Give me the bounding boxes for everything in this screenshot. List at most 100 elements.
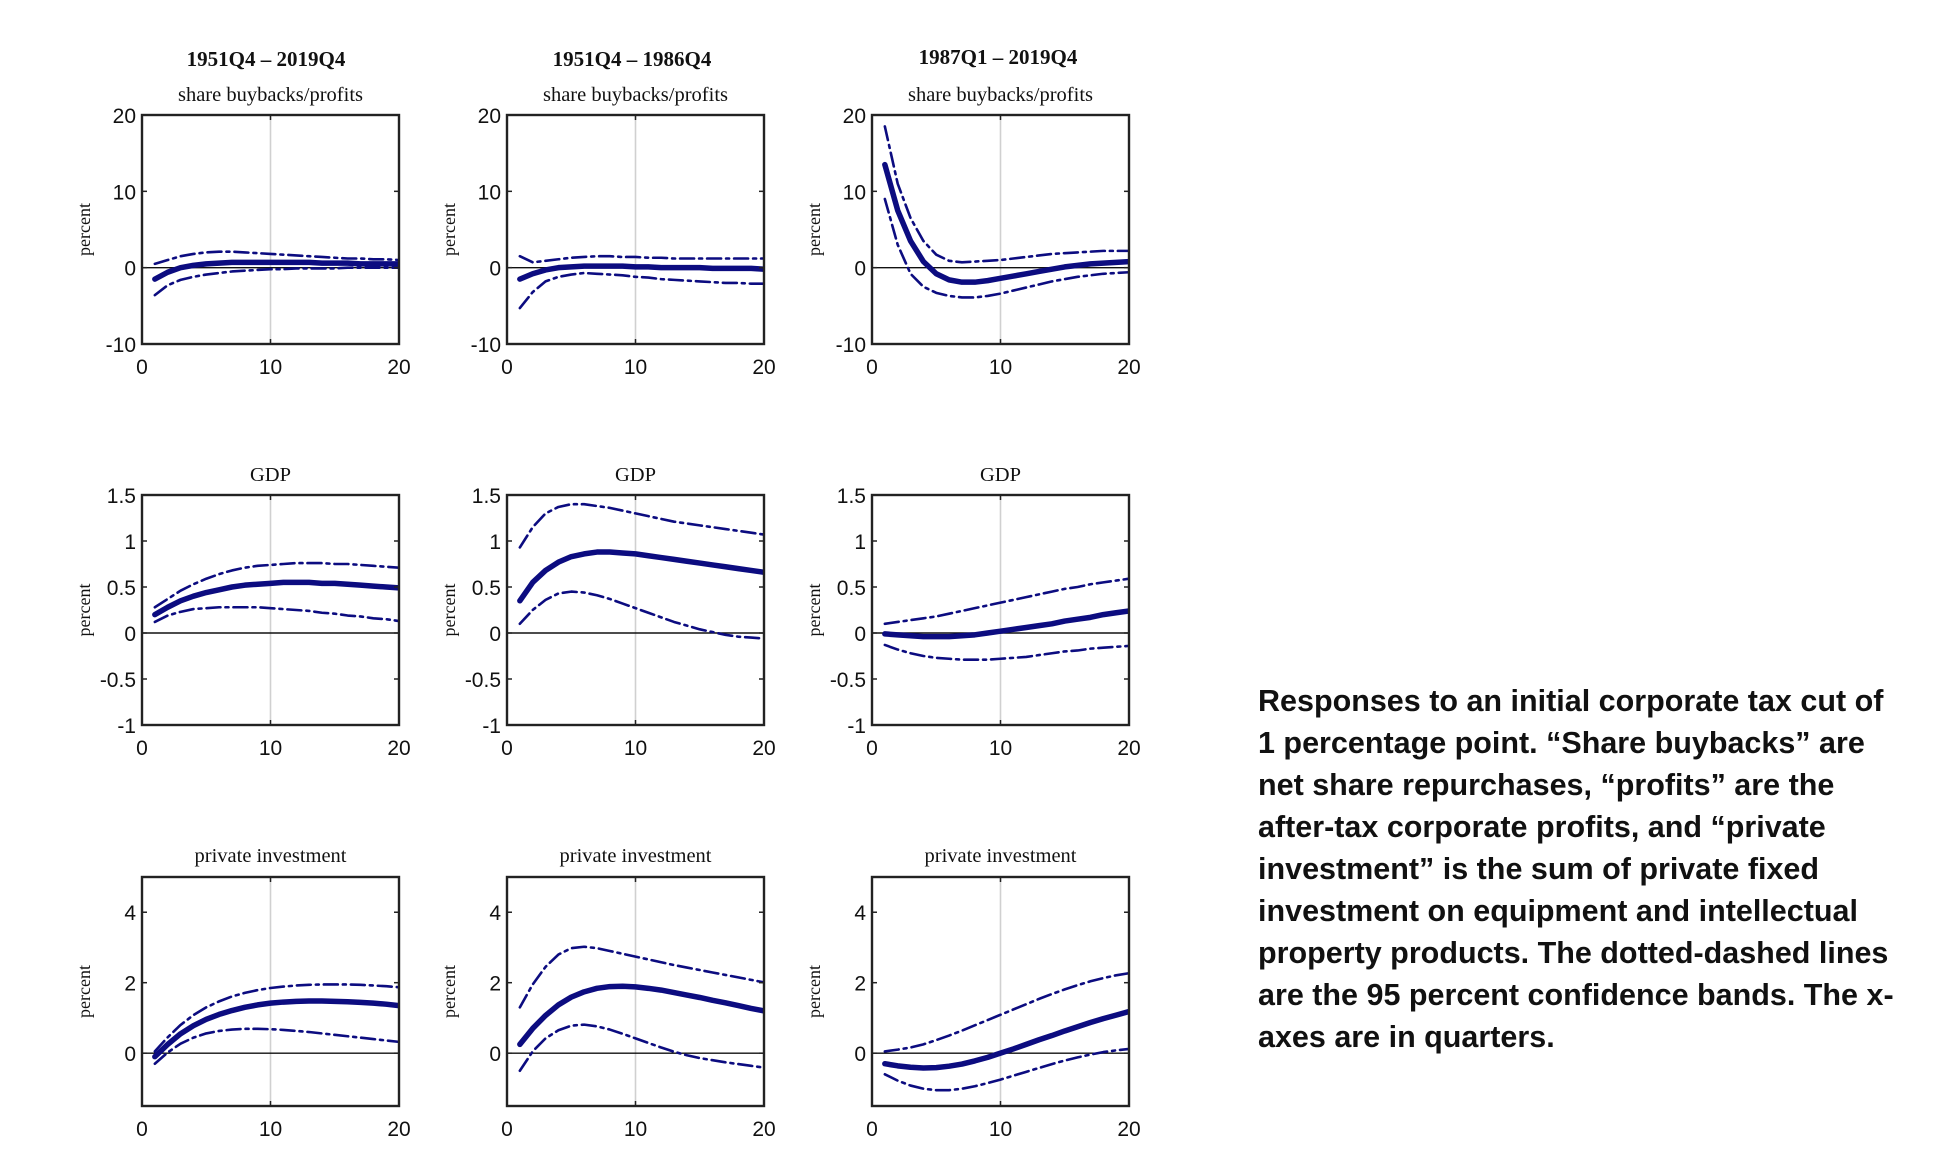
x-tick-label: 10 [624,737,647,760]
y-tick-label: 10 [843,181,866,204]
x-tick-label: 20 [387,1118,410,1141]
y-tick-label: 1 [854,531,866,554]
series-group [517,502,764,640]
y-tick-label: -0.5 [830,669,866,692]
upper-band-line [883,971,1129,1053]
y-tick-label: 1 [489,531,501,554]
x-tick-label: 10 [624,1118,647,1141]
y-axis-label: percent [804,965,824,1018]
y-tick-label: 20 [843,105,866,128]
y-tick-label: 20 [113,105,136,128]
lower-band-line [153,605,399,624]
y-axis-label: percent [74,203,94,256]
series-group [152,561,399,624]
series-group [517,254,764,310]
panel-r2c2: 0 10 20 0 2 4 private investment percent [804,845,1141,1141]
column-header-2: 1951Q4 – 1986Q4 [553,47,712,71]
y-tick-label: 4 [489,902,501,925]
y-tick-label: 0.5 [837,577,866,600]
y-tick-label: 2 [124,973,136,996]
x-tick-label: 10 [989,1118,1012,1141]
y-tick-label: -1 [117,715,136,738]
y-tick-label: 0 [489,1043,501,1066]
panel-r1c2: 0 10 20 -1 -0.5 0 0.5 1 1.5 GDP percent [804,464,1141,760]
panel-r2c1: 0 10 20 0 2 4 private investment percent [439,845,776,1141]
x-tick-label: 20 [1117,356,1140,379]
x-tick-label: 0 [501,356,513,379]
y-tick-label: 0 [124,623,136,646]
y-axis-label: percent [439,965,459,1018]
response-line [517,549,764,604]
y-tick-label: -0.5 [465,669,501,692]
y-tick-label: 0 [854,1043,866,1066]
lower-band-line [883,1047,1129,1092]
response-line [882,1008,1129,1071]
panel-title: GDP [250,464,291,486]
x-tick-label: 0 [136,1118,148,1141]
y-axis-label: percent [804,584,824,637]
response-line [882,161,1129,285]
panel-title: GDP [980,464,1021,486]
y-tick-label: 10 [478,181,501,204]
y-tick-label: -0.5 [100,669,136,692]
panel-r2c0: 0 10 20 0 2 4 private investment percent [74,845,411,1141]
upper-band-line [518,945,764,1009]
column-header-1: 1951Q4 – 2019Q4 [187,47,346,71]
upper-band-line [153,561,399,609]
upper-band-line [883,577,1129,626]
x-tick-label: 20 [387,737,410,760]
x-tick-label: 20 [1117,1118,1140,1141]
upper-band-line [153,250,399,266]
response-line [517,983,764,1048]
y-tick-label: 2 [854,973,866,996]
x-tick-label: 0 [866,356,878,379]
y-axis-label: percent [804,203,824,256]
x-tick-label: 0 [136,737,148,760]
series-group [152,983,399,1066]
panel-r1c1: 0 10 20 -1 -0.5 0 0.5 1 1.5 GDP percent [439,464,776,760]
response-line [152,998,399,1060]
x-tick-label: 10 [624,356,647,379]
y-tick-label: 4 [124,902,136,925]
y-tick-label: 4 [854,902,866,925]
x-tick-label: 20 [752,1118,775,1141]
lower-band-line [518,590,764,640]
lower-band-line [518,271,764,310]
y-tick-label: 0 [854,623,866,646]
panel-title: share buybacks/profits [178,84,363,106]
x-tick-label: 10 [259,737,282,760]
x-tick-label: 20 [1117,737,1140,760]
y-tick-label: 0 [854,258,866,281]
y-tick-label: -1 [482,715,501,738]
y-tick-label: 0 [489,258,501,281]
y-axis-label: percent [74,584,94,637]
panel-title: share buybacks/profits [908,84,1093,106]
x-tick-label: 10 [259,356,282,379]
y-tick-label: -10 [836,334,866,357]
x-tick-label: 0 [866,1118,878,1141]
x-tick-label: 10 [989,356,1012,379]
y-axis-label: percent [74,965,94,1018]
x-tick-label: 10 [259,1118,282,1141]
upper-band-line [883,125,1129,264]
y-axis-label: percent [439,584,459,637]
y-axis-label: percent [439,203,459,256]
panel-title: private investment [925,845,1077,867]
lower-band-line [518,1023,764,1073]
y-tick-label: 1.5 [107,485,136,508]
y-tick-label: 0 [124,1043,136,1066]
x-tick-label: 0 [501,1118,513,1141]
y-tick-label: 20 [478,105,501,128]
column-header-3: 1987Q1 – 2019Q4 [919,45,1078,69]
y-tick-label: 0 [124,258,136,281]
series-group [882,125,1129,299]
y-tick-label: -10 [471,334,501,357]
response-line [152,259,399,282]
series-group [882,971,1129,1092]
y-tick-label: -10 [106,334,136,357]
y-tick-label: 0.5 [107,577,136,600]
